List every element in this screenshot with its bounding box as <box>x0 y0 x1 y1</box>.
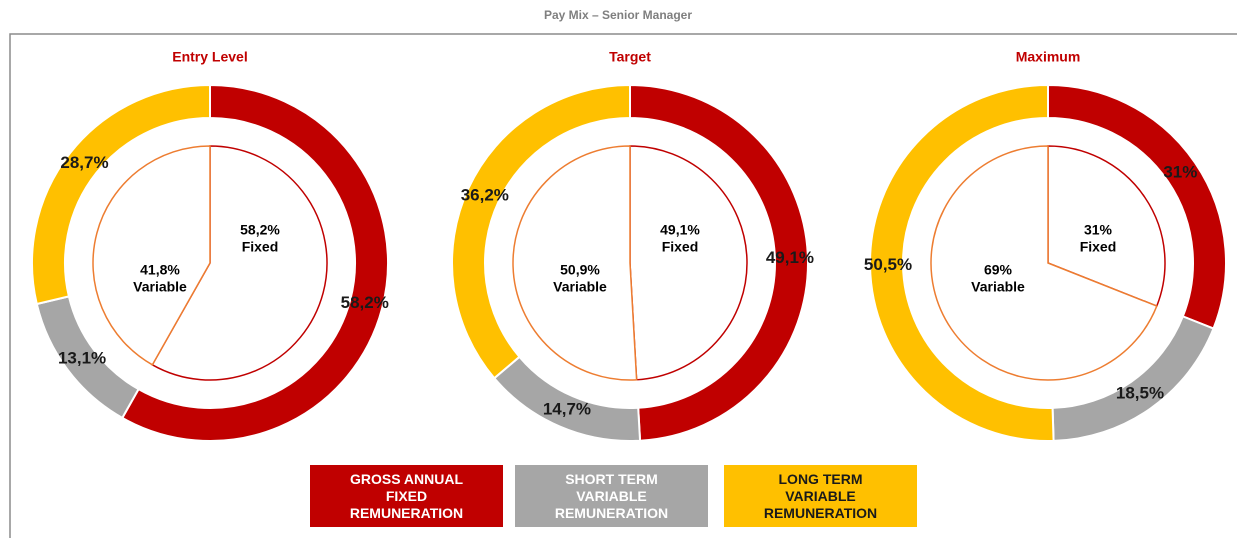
pie-value-label: 58,2% <box>240 222 280 238</box>
pie-category-label: Variable <box>971 279 1025 295</box>
pie-value-label: 69% <box>984 262 1013 278</box>
pie-slice <box>930 145 1158 381</box>
segment-label: 18,5% <box>1116 383 1164 402</box>
segment-label: 50,5% <box>864 255 912 274</box>
pie-category-label: Fixed <box>1080 239 1117 255</box>
donut-segment <box>869 83 1055 442</box>
pie-category-label: Fixed <box>662 239 699 255</box>
donut-segment <box>120 83 389 442</box>
donut-segment <box>451 83 631 380</box>
segment-label: 58,2% <box>341 293 389 312</box>
pie-slice <box>92 145 211 366</box>
segment-label: 49,1% <box>766 248 814 267</box>
chart-title: Entry Level <box>172 49 247 65</box>
pie-category-label: Variable <box>553 279 607 295</box>
pie-value-label: 50,9% <box>560 262 600 278</box>
segment-label: 28,7% <box>60 153 108 172</box>
pie-value-label: 31% <box>1084 222 1113 238</box>
pie-value-label: 49,1% <box>660 222 700 238</box>
segment-label: 36,2% <box>461 185 509 204</box>
pie-slice <box>629 145 748 381</box>
page-title: Pay Mix – Senior Manager <box>544 8 692 22</box>
frame <box>9 33 1237 538</box>
legend-item: LONG TERM VARIABLE REMUNERATION <box>724 465 917 527</box>
pie-slice <box>1047 145 1166 308</box>
donut-segment <box>629 83 809 442</box>
legend-item: SHORT TERM VARIABLE REMUNERATION <box>515 465 708 527</box>
pie-slice <box>512 145 638 381</box>
legend-item: GROSS ANNUAL FIXED REMUNERATION <box>310 465 503 527</box>
segment-label: 31% <box>1163 163 1197 182</box>
segment-label: 14,7% <box>543 400 591 419</box>
pie-value-label: 41,8% <box>140 262 180 278</box>
pie-category-label: Variable <box>133 279 187 295</box>
chart-title: Maximum <box>1016 49 1081 65</box>
pie-category-label: Fixed <box>242 239 279 255</box>
segment-label: 13,1% <box>58 349 106 368</box>
chart-title: Target <box>609 49 651 65</box>
pie-slice <box>151 145 328 381</box>
donut-segment <box>31 83 211 306</box>
